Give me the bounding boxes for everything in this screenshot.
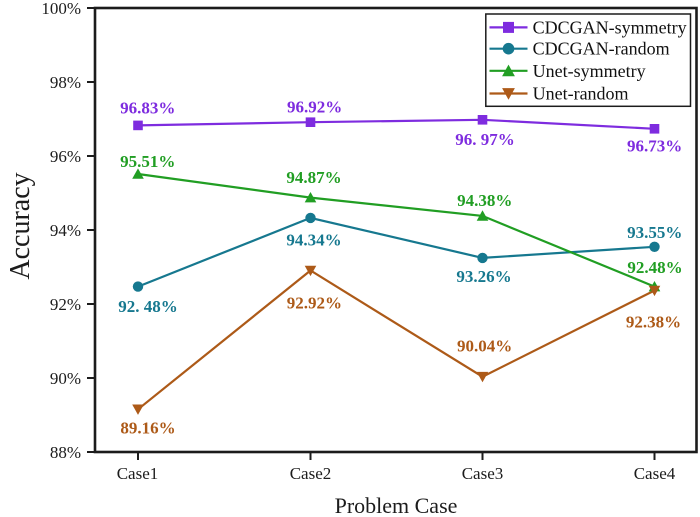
svg-text:94.34%: 94.34%	[286, 230, 341, 249]
svg-text:94.38%: 94.38%	[457, 191, 512, 210]
svg-text:93.26%: 93.26%	[456, 267, 511, 286]
svg-text:Case4: Case4	[634, 464, 676, 483]
svg-text:CDCGAN-symmetry: CDCGAN-symmetry	[533, 17, 687, 37]
svg-text:95.51%: 95.51%	[120, 152, 175, 171]
svg-text:92.92%: 92.92%	[287, 294, 342, 313]
svg-text:92.48%: 92.48%	[627, 258, 682, 277]
svg-text:96%: 96%	[50, 147, 81, 166]
svg-text:94%: 94%	[50, 221, 81, 240]
svg-text:Unet-symmetry: Unet-symmetry	[533, 61, 646, 81]
svg-text:93.55%: 93.55%	[627, 223, 682, 242]
svg-text:100%: 100%	[41, 0, 81, 18]
svg-text:90%: 90%	[50, 369, 81, 388]
svg-text:Case2: Case2	[290, 464, 332, 483]
svg-text:94.87%: 94.87%	[286, 168, 341, 187]
svg-text:89.16%: 89.16%	[120, 419, 175, 438]
svg-text:Unet-random: Unet-random	[533, 84, 629, 104]
svg-text:90.04%: 90.04%	[457, 336, 512, 355]
svg-text:96. 97%: 96. 97%	[455, 130, 515, 149]
svg-text:96.92%: 96.92%	[287, 98, 342, 117]
svg-text:CDCGAN-random: CDCGAN-random	[533, 39, 670, 59]
svg-text:96.83%: 96.83%	[120, 99, 175, 118]
svg-text:Problem Case: Problem Case	[335, 493, 458, 517]
svg-text:92. 48%: 92. 48%	[118, 297, 178, 316]
svg-text:92.38%: 92.38%	[626, 312, 681, 331]
svg-text:88%: 88%	[50, 443, 81, 462]
svg-text:Case1: Case1	[117, 464, 159, 483]
svg-text:98%: 98%	[50, 73, 81, 92]
svg-text:96.73%: 96.73%	[627, 136, 682, 155]
svg-text:92%: 92%	[50, 295, 81, 314]
svg-text:Case3: Case3	[462, 464, 504, 483]
svg-text:Accuracy: Accuracy	[5, 172, 36, 279]
